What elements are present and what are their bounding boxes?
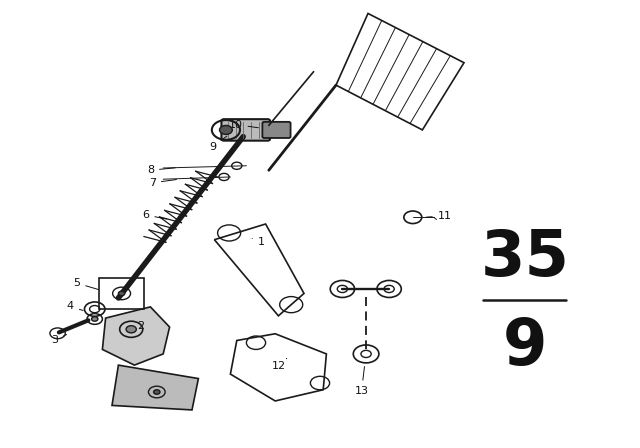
Polygon shape: [112, 365, 198, 410]
Text: 8: 8: [147, 165, 175, 175]
Text: 3: 3: [51, 335, 67, 345]
Text: 11: 11: [426, 211, 452, 221]
Text: 9: 9: [209, 136, 227, 152]
Circle shape: [126, 326, 136, 333]
Text: 35: 35: [480, 227, 570, 289]
Circle shape: [92, 317, 98, 321]
FancyBboxPatch shape: [262, 122, 291, 138]
Text: 13: 13: [355, 366, 369, 396]
Polygon shape: [102, 307, 170, 365]
Text: 12: 12: [271, 358, 287, 371]
Circle shape: [154, 390, 160, 394]
Circle shape: [118, 291, 125, 296]
FancyBboxPatch shape: [221, 119, 270, 141]
Text: 9: 9: [502, 316, 547, 378]
Text: 10: 10: [228, 120, 259, 129]
Text: 4: 4: [67, 302, 83, 311]
Text: 2: 2: [137, 321, 145, 331]
Text: 7: 7: [148, 178, 177, 188]
Text: 6: 6: [143, 210, 167, 220]
Text: 1: 1: [252, 237, 264, 247]
Text: 5: 5: [74, 278, 99, 289]
Circle shape: [220, 125, 232, 134]
